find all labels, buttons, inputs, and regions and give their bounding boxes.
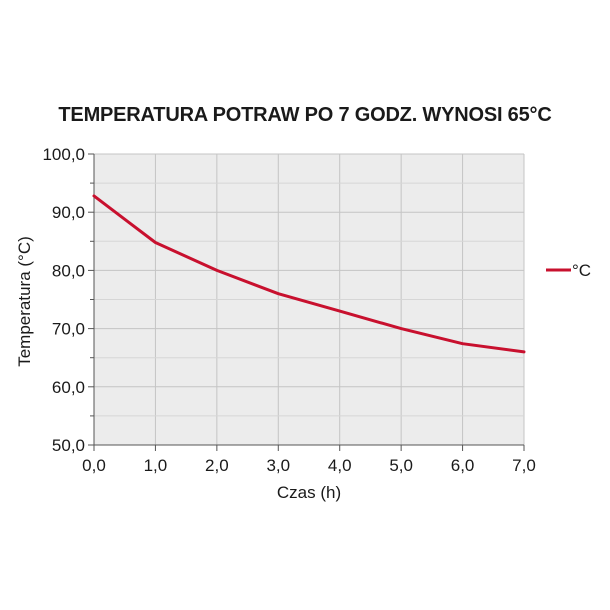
y-tick-label: 50,0: [52, 436, 85, 455]
chart-title: TEMPERATURA POTRAW PO 7 GODZ. WYNOSI 65°…: [58, 104, 552, 126]
x-axis-label: Czas (h): [277, 483, 341, 502]
y-tick-label: 70,0: [52, 320, 85, 339]
y-tick-label: 90,0: [52, 203, 85, 222]
grid: [94, 153, 525, 445]
tick-labels: 0,0 1,0 2,0 3,0 4,0 5,0 6,0 7,0 50,0 60,0 70,0 80,0…: [42, 145, 535, 475]
x-tick-label: 1,0: [144, 456, 168, 475]
axes: [88, 153, 525, 451]
x-tick-label: 3,0: [266, 456, 290, 475]
x-tick-label: 6,0: [451, 456, 475, 475]
x-tick-label: 4,0: [328, 456, 352, 475]
x-tick-label: 5,0: [389, 456, 413, 475]
y-tick-label: 100,0: [42, 145, 85, 164]
series: [92, 194, 526, 354]
legend: °C: [546, 261, 591, 280]
x-tick-label: 7,0: [512, 456, 536, 475]
y-tick-label: 80,0: [52, 261, 85, 280]
y-tick-label: 60,0: [52, 378, 85, 397]
series-line: [92, 194, 526, 354]
legend-label: °C: [572, 261, 591, 280]
x-tick-label: 0,0: [82, 456, 106, 475]
x-tick-label: 2,0: [205, 456, 229, 475]
y-axis-label: Temperatura (°C): [15, 236, 34, 367]
